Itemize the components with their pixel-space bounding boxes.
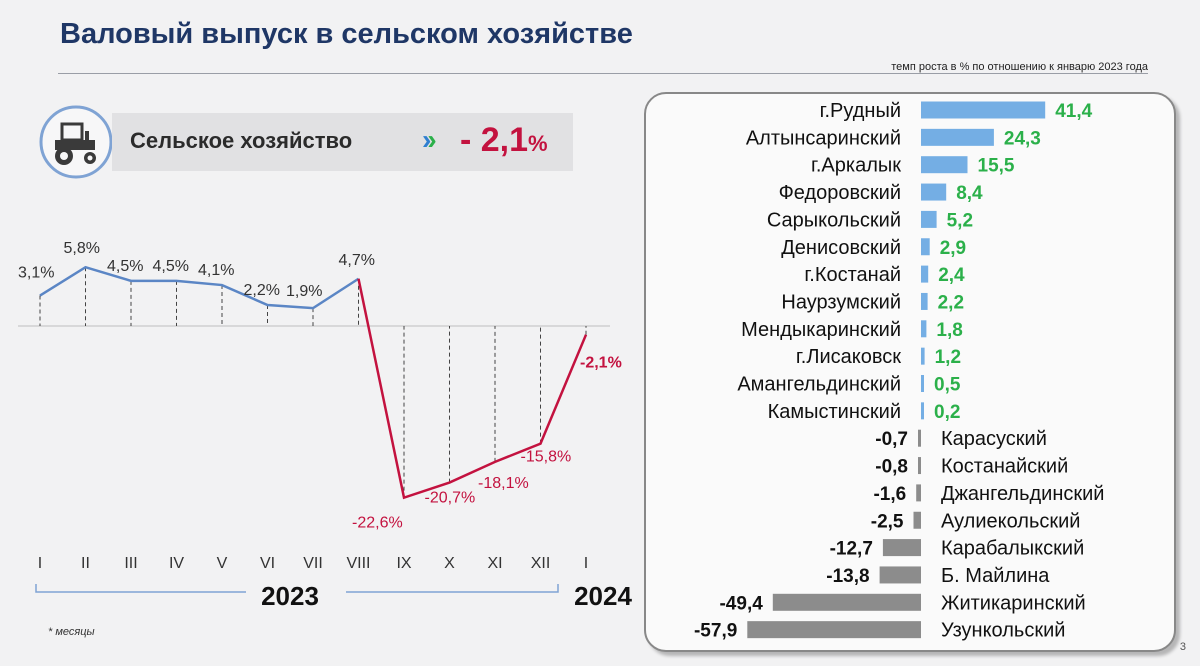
data-label: -20,7%	[425, 490, 476, 507]
page-number: 3	[1179, 641, 1186, 653]
data-label: 2,2%	[244, 282, 280, 299]
data-label: 5,8%	[64, 240, 100, 257]
data-label: 1,9%	[286, 283, 322, 300]
x-tick-label: II	[81, 555, 90, 572]
monthly-growth-line-chart: 3,1% 5,8% 4,5% 4,5% 4,1% 2,2% 1,9% 4,7% -22,6% -2…	[18, 240, 632, 611]
series-line-negative	[357, 278, 588, 500]
data-label: -22,6%	[352, 515, 403, 532]
summary-label: Сельское хозяйство	[130, 128, 353, 153]
x-tick-label: XII	[531, 555, 551, 572]
x-tick-label: XI	[487, 555, 502, 572]
x-tick-label: V	[217, 555, 228, 572]
year-label-2023: 2023	[261, 581, 319, 611]
year-bracket	[35, 584, 246, 593]
year-bracket	[346, 584, 559, 593]
summary-value: - 2,1%	[460, 121, 548, 159]
x-tick-label: VI	[260, 555, 275, 572]
data-label: -18,1%	[478, 475, 529, 492]
page-title: Валовый выпуск в сельском хозяйстве	[60, 18, 633, 50]
data-label: 4,5%	[153, 258, 189, 275]
x-tick-label: VIII	[346, 555, 370, 572]
data-label: 4,5%	[107, 258, 143, 275]
data-label: -2,1%	[580, 355, 622, 372]
year-label-2024: 2024	[574, 581, 632, 611]
data-label: 4,7%	[339, 252, 375, 269]
summary-banner: Сельское хозяйство ›› - 2,1%	[112, 113, 573, 171]
x-tick-label: VII	[303, 555, 323, 572]
tractor-icon	[38, 104, 114, 180]
footnote: * месяцы	[48, 626, 95, 638]
series-line-2023-positive	[39, 265, 360, 310]
title-divider	[58, 73, 1148, 74]
x-tick-label: I	[38, 555, 42, 572]
x-tick-label: III	[124, 555, 137, 572]
data-label: 3,1%	[18, 265, 54, 282]
district-ranking-panel	[644, 92, 1176, 652]
x-tick-label: I	[584, 555, 588, 572]
chart-subtitle: темп роста в % по отношению к январю 202…	[891, 61, 1148, 73]
double-chevron-right-icon: ››	[422, 124, 437, 155]
x-tick-label: X	[444, 555, 455, 572]
data-label: 4,1%	[198, 262, 234, 279]
x-tick-label: IX	[396, 555, 411, 572]
data-label: -15,8%	[521, 449, 572, 466]
x-tick-label: IV	[169, 555, 184, 572]
